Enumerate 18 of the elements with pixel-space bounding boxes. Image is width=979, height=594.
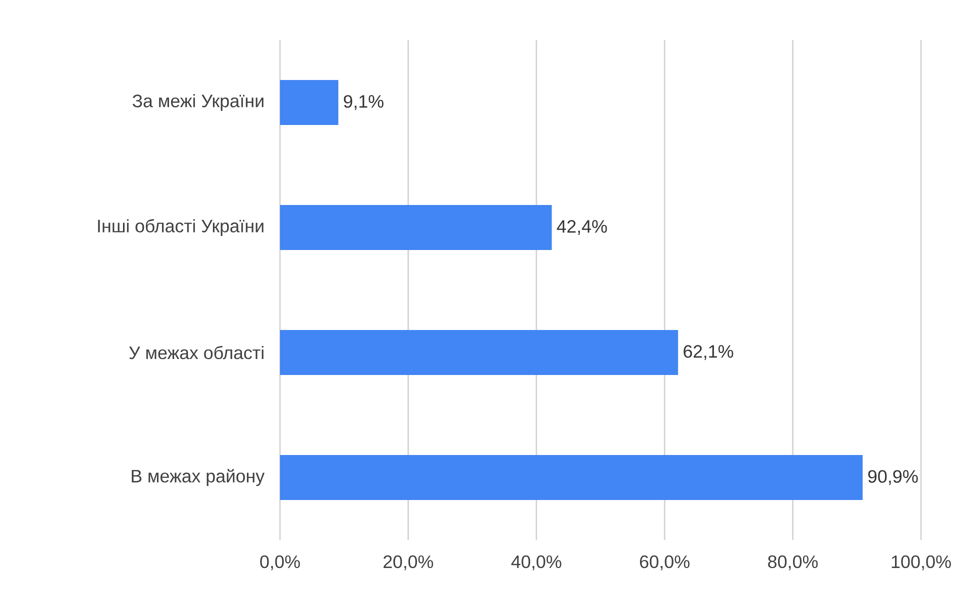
- data-label: 42,4%: [556, 220, 607, 235]
- bar: [280, 330, 678, 376]
- y-tick-label: У межах області: [129, 346, 264, 360]
- x-tick-label: 100,0%: [892, 555, 951, 570]
- x-tick-label: 80,0%: [768, 555, 818, 570]
- bar: [280, 205, 552, 250]
- x-tick-label: 60,0%: [640, 555, 690, 570]
- y-tick-label: За межі України: [132, 94, 264, 111]
- data-label: 9,1%: [344, 95, 384, 110]
- x-tick-label: 0,0%: [260, 555, 300, 570]
- x-tick-label: 20,0%: [384, 555, 434, 570]
- y-tick-label: Інші області України: [98, 219, 264, 236]
- y-tick-label: В межах району: [132, 468, 265, 486]
- x-tick-label: 40,0%: [511, 555, 562, 570]
- bar: [280, 80, 338, 126]
- data-label: 90,9%: [868, 470, 918, 485]
- data-label: 62,1%: [684, 345, 734, 360]
- bar: [280, 455, 863, 500]
